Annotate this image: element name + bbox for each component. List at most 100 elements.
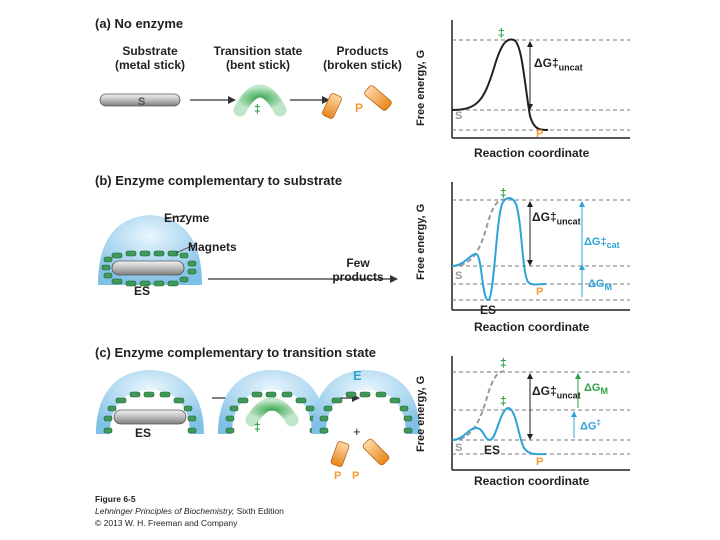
graph-b-dg-uncat-sub: uncat [556, 216, 581, 227]
graph-c-dg-uncat-sub: uncat [556, 390, 581, 401]
graph-c-dgd-text: ΔG [580, 420, 597, 433]
graph-c-uncat-arrowhead-top [527, 373, 533, 379]
product-p-label: P [355, 101, 364, 115]
graph-b-peak-mark: ‡ [500, 186, 507, 200]
graph-b-dg-cat-sub: cat [606, 240, 620, 251]
product-c-left [330, 441, 350, 467]
stick-s-label: S [138, 96, 146, 108]
transition-label-line1: Transition state [213, 44, 303, 58]
graph-a-dg-label: ΔG‡uncat [534, 56, 583, 72]
graph-b-cat-curve [451, 197, 547, 302]
graph-c-y-label: Free energy, G [415, 375, 427, 452]
book-edition: Sixth Edition [234, 506, 284, 516]
few-label-line2: products [332, 270, 384, 284]
graph-c-uncat-arrowhead-bottom [527, 434, 533, 440]
graph-c-s-label: S [455, 442, 463, 454]
graph-c-dg-uncat-text: ΔG‡ [532, 384, 557, 398]
panel-c-title: (c) Enzyme complementary to transition s… [95, 345, 377, 360]
magnets-b [101, 250, 197, 287]
graph-c-p-label: P [536, 456, 544, 468]
graph-b-y-label: Free energy, G [415, 203, 427, 280]
graph-a-curve [451, 38, 549, 131]
graph-b-s-label: S [455, 270, 463, 282]
graph-b-uncat-arrowhead-top [527, 201, 533, 207]
graph-a-dg-arrowhead-top [527, 41, 533, 47]
graph-c-cat-curve [451, 406, 547, 456]
graph-a-y-label: Free energy, G [415, 49, 427, 126]
book-title-italic: Lehninger Principles of Biochemistry, [95, 506, 235, 516]
e-label-c: E [353, 368, 362, 383]
graph-b-dgm-label: ΔGM [588, 278, 612, 292]
enzyme-pointer [165, 214, 187, 220]
product-p1-label: P [352, 470, 360, 482]
product-p2-label: P [334, 470, 342, 482]
graph-c-mid-mark: ‡ [500, 394, 507, 408]
copyright: © 2013 W. H. Freeman and Company [95, 518, 238, 528]
substrate-label-line2: (metal stick) [114, 58, 186, 72]
substrate-stick-b [111, 260, 185, 276]
panel-a-illustration [99, 84, 392, 119]
substrate-label-line1: Substrate [122, 44, 178, 58]
products-label-line2: (broken stick) [323, 58, 402, 72]
graph-c-dgm-sub: M [600, 386, 608, 397]
ts-mark-c: ‡ [254, 420, 261, 434]
figure-number: Figure 6-5 [95, 494, 136, 504]
enzyme-c1 [96, 370, 204, 434]
ts-mark-a: ‡ [254, 102, 261, 116]
graph-c-x-label: Reaction coordinate [474, 474, 590, 488]
few-products-label: Few products [328, 256, 388, 284]
broken-stick-right [364, 85, 392, 111]
graph-a-dg-arrowhead-bottom [527, 104, 533, 110]
panel-a-title: (a) No enzyme [95, 16, 184, 31]
transition-state-label: Transition state (bent stick) [208, 44, 308, 72]
graph-b-x-label: Reaction coordinate [474, 320, 590, 334]
graph-a-s-label: S [455, 110, 463, 122]
graph-c-dgd-arrowhead [571, 411, 577, 417]
graph-b-dg-uncat-text: ΔG‡ [532, 210, 557, 224]
graph-c-dgm-arrowhead [575, 373, 581, 379]
graph-c-es-label: ES [484, 443, 501, 457]
enzyme-label: Enzyme [164, 211, 210, 225]
metal-stick [99, 93, 181, 107]
magnets-pointer [175, 244, 195, 254]
graph-b-dgm-sub: M [604, 282, 612, 293]
graph-b-dg-cat-text: ΔG‡ [584, 236, 607, 248]
product-c-right [362, 438, 390, 466]
graph-c-uncat-curve [451, 370, 507, 441]
book-title: Lehninger Principles of Biochemistry, Si… [95, 506, 284, 516]
graph-a-x-label: Reaction coordinate [474, 146, 590, 160]
graph-b [451, 182, 630, 311]
panel-c-illustration [96, 370, 420, 467]
arrow-a1-head [228, 96, 236, 104]
few-label-line1: Few [346, 256, 370, 270]
transition-label-line2: (bent stick) [225, 58, 290, 72]
enzyme-c2 [218, 370, 326, 434]
graph-a-dg-text: ΔG‡ [534, 56, 559, 70]
graph-c-peak-mark: ‡ [500, 356, 507, 370]
plus-sign: + [353, 424, 361, 439]
graph-a-p-label: P [536, 128, 544, 140]
es-label-c: ES [135, 426, 152, 440]
panel-b-illustration [98, 214, 398, 287]
graph-a-dg-sub: uncat [558, 62, 583, 73]
products-label-line1: Products [336, 44, 389, 58]
graph-a-peak-mark: ‡ [498, 26, 505, 40]
graph-b-dgm-arrowhead [579, 264, 585, 270]
magnets-label: Magnets [188, 240, 237, 254]
graph-c-dgd-label: ΔG‡ [580, 418, 601, 433]
graph-c-dgm-label: ΔGM [584, 382, 608, 396]
broken-stick-left [322, 93, 342, 119]
bent-stick [233, 84, 287, 117]
graph-b-dgm-text: ΔG [588, 278, 605, 290]
graph-c-dgd-sup: ‡ [596, 418, 601, 427]
graph-c-dg-uncat-label: ΔG‡uncat [532, 384, 581, 400]
graph-c-dgm-text: ΔG [584, 382, 601, 394]
es-label-b: ES [134, 284, 151, 298]
graph-b-es-label: ES [480, 303, 497, 317]
graph-b-uncat-arrowhead-bottom [527, 260, 533, 266]
graph-b-p-label: P [536, 286, 544, 298]
graph-c [451, 356, 630, 471]
graph-b-dg-cat-label: ΔG‡cat [584, 236, 620, 250]
arrow-b-head [390, 275, 398, 283]
graph-b-cat-arrowhead [579, 201, 585, 207]
